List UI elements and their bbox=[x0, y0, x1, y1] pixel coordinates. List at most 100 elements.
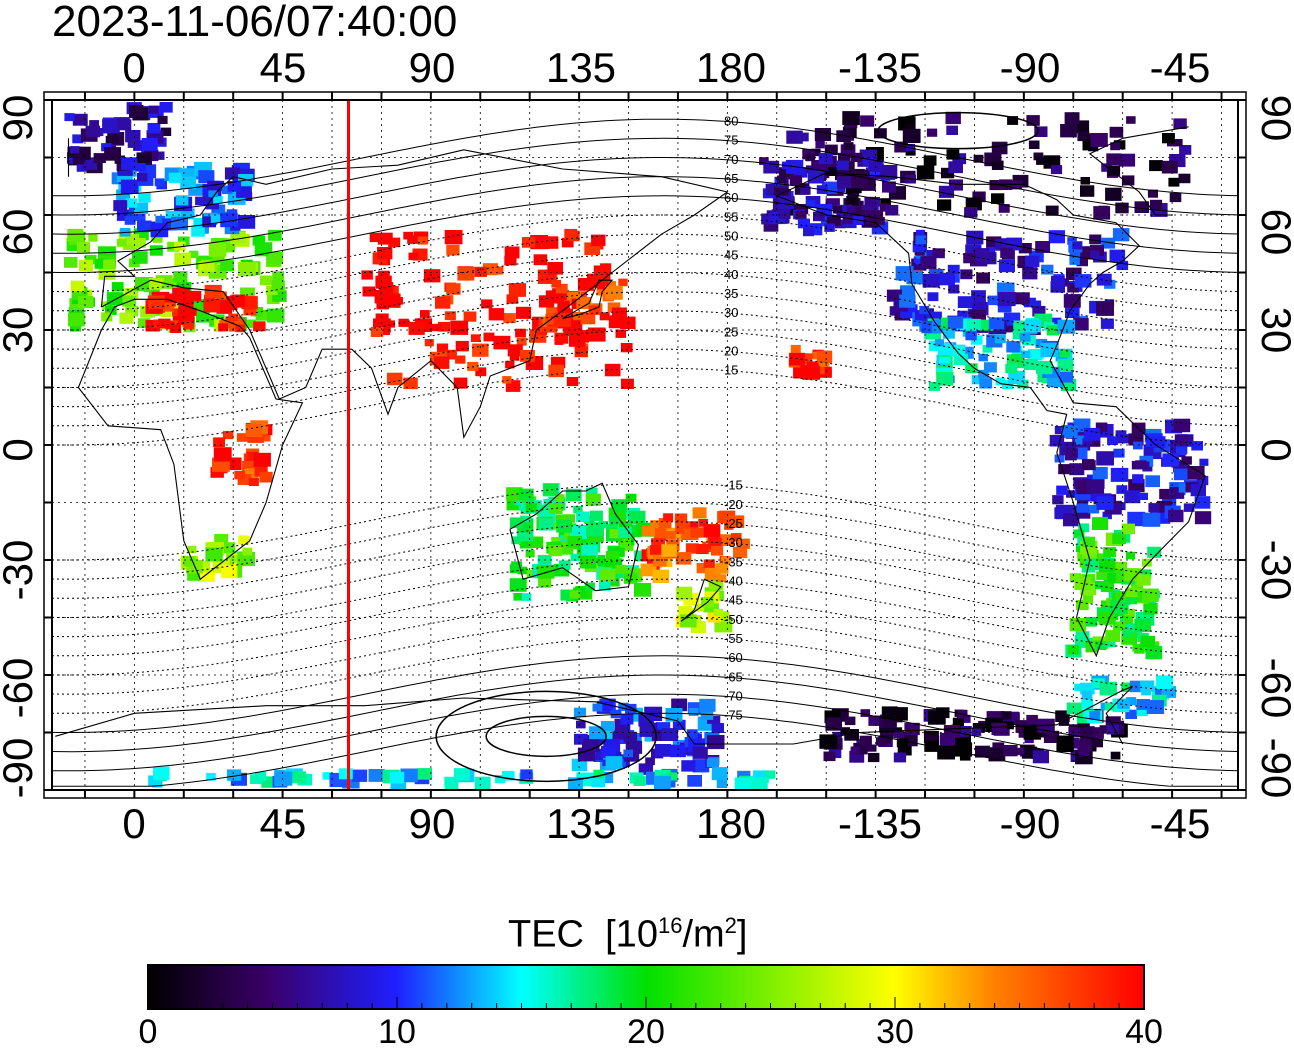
top-tick-0: 0 bbox=[122, 44, 146, 91]
tec-cell-australia bbox=[549, 503, 563, 514]
tec-cell-south-america-north bbox=[1092, 467, 1108, 480]
tec-cell-alaska bbox=[826, 214, 841, 227]
tec-cell-arctic-atlantic bbox=[72, 134, 84, 144]
tec-cell-canada-arctic bbox=[1033, 152, 1044, 161]
tec-cell-antarctica-west bbox=[991, 722, 1007, 736]
tec-cell-north-america bbox=[1050, 281, 1065, 293]
tec-cell-south-america-north bbox=[1178, 483, 1191, 493]
tec-cell-south-america-north bbox=[1150, 436, 1166, 448]
tec-cell-south-africa bbox=[183, 556, 196, 567]
tec-cell-australia bbox=[613, 570, 624, 579]
tec-cell-pacific-islands bbox=[685, 543, 699, 554]
tec-cell-antarctica-east bbox=[600, 721, 615, 732]
tec-cell-south-america-south bbox=[1076, 600, 1089, 611]
tec-cell-europe bbox=[238, 262, 256, 277]
tec-cell-europe bbox=[151, 233, 161, 242]
tec-cell-alaska bbox=[852, 216, 864, 225]
magnetic-contour bbox=[52, 157, 1238, 235]
frame-tick bbox=[44, 156, 52, 159]
tec-cell-antarctica-west bbox=[1056, 735, 1074, 750]
tec-cell-alaska bbox=[777, 175, 787, 184]
tec-cell-north-america bbox=[1051, 275, 1065, 287]
tec-cell-australia bbox=[506, 487, 523, 501]
colorbar-unit-mid: /m bbox=[682, 913, 725, 956]
tec-cell-antarctica-east bbox=[655, 722, 671, 734]
tec-cell-asia bbox=[481, 299, 493, 309]
tec-cell-japan bbox=[580, 312, 596, 325]
tec-cell-north-america bbox=[939, 272, 955, 286]
tec-cell-pacific-islands bbox=[731, 533, 742, 542]
contour-label: 30 bbox=[724, 305, 738, 320]
tec-cell-scandinavia bbox=[180, 208, 195, 220]
tec-cell-north-america bbox=[913, 256, 925, 265]
tec-cell-antarctica-west bbox=[988, 748, 1006, 762]
tec-cell-australia bbox=[560, 589, 575, 601]
tec-cell-canada-arctic bbox=[1168, 177, 1180, 187]
tec-cell-canada-arctic bbox=[1007, 116, 1019, 125]
tec-cell-asia bbox=[615, 329, 626, 338]
tec-cell-canada-arctic bbox=[998, 204, 1010, 213]
tec-cell-alaska bbox=[864, 196, 876, 206]
tec-cell-south-africa bbox=[220, 565, 238, 579]
tec-cell-south-america-south bbox=[1141, 558, 1152, 567]
tec-cell-pacific-islands bbox=[674, 513, 688, 524]
tec-cell-south-america-north bbox=[1132, 474, 1144, 484]
coastline bbox=[67, 126, 1189, 216]
tec-cell-scandinavia bbox=[175, 195, 189, 206]
tec-cell-south-america-north bbox=[1066, 448, 1078, 458]
tec-cell-alaska bbox=[774, 183, 789, 196]
tec-cell-north-america bbox=[1018, 243, 1032, 254]
tec-cell-north-america bbox=[916, 229, 926, 238]
tec-cell-south-america-north bbox=[1082, 459, 1095, 469]
tec-cell-hawaii bbox=[790, 344, 801, 353]
tec-cell-south-america-south bbox=[1125, 551, 1136, 560]
tec-cell-south-america-south bbox=[1115, 590, 1128, 601]
tec-cell-antarctica-east bbox=[571, 758, 588, 772]
tec-cell-antarctica-east bbox=[574, 733, 588, 745]
frame-tick bbox=[479, 790, 482, 798]
colorbar-tick-10: 10 bbox=[378, 1013, 416, 1051]
tec-cell-europe bbox=[69, 322, 82, 332]
tec-cell-north-america bbox=[1032, 305, 1046, 317]
tec-cell-north-america bbox=[998, 259, 1015, 273]
tec-cell-australia bbox=[521, 593, 532, 601]
tec-cell-hawaii bbox=[798, 353, 813, 365]
tec-cell-north-america-south bbox=[1011, 354, 1022, 363]
tec-cell-australia bbox=[606, 523, 618, 534]
tec-cell-scandinavia bbox=[195, 196, 206, 206]
tec-cell-south-america-south bbox=[1121, 523, 1135, 535]
tec-cell-south-america-south bbox=[1101, 581, 1115, 592]
tec-cell-pacific-islands bbox=[707, 537, 722, 549]
tec-cell-arctic-atlantic bbox=[153, 151, 165, 160]
tec-cell-new-zealand bbox=[690, 621, 706, 633]
tec-cell-australia bbox=[551, 536, 561, 545]
tec-cell-antarctica-west bbox=[1003, 745, 1018, 757]
tec-cell-south-pole-band bbox=[453, 768, 470, 781]
tec-cell-south-america-south bbox=[1098, 611, 1116, 625]
frame-tick bbox=[429, 790, 432, 798]
tec-cell-asia bbox=[548, 364, 564, 378]
tec-cell-antarctica-west bbox=[960, 714, 971, 723]
tec-cell-asia bbox=[370, 327, 384, 337]
tec-cell-antarctica-west bbox=[1032, 750, 1049, 764]
tec-cell-antarctica-west bbox=[1068, 727, 1082, 738]
tec-cell-north-america-south bbox=[966, 318, 981, 331]
tec-cell-africa-central bbox=[234, 470, 245, 480]
tec-cell-japan bbox=[605, 285, 623, 300]
tec-cell-south-america-south bbox=[1092, 517, 1109, 530]
tec-cell-europe-south bbox=[145, 319, 160, 332]
magnetic-contour bbox=[52, 137, 1238, 216]
tec-cell-asia bbox=[509, 352, 520, 361]
tec-cell-south-america-north bbox=[1174, 434, 1188, 445]
tec-cell-antarctica-east bbox=[625, 703, 637, 714]
tec-cell-south-pole-band bbox=[351, 769, 368, 782]
contour-label: -15 bbox=[724, 478, 743, 493]
tec-cell-canada-arctic bbox=[1065, 124, 1076, 133]
tec-cell-australia bbox=[628, 510, 646, 525]
map-plot-area: 80 75 70 65 60 55 50 45 40 35 30 25 20 15 -15 -20 -25 -30… bbox=[52, 100, 1238, 790]
tec-cell-north-america bbox=[1090, 250, 1100, 258]
tec-cell-antarctic-peninsula bbox=[1141, 687, 1151, 696]
tec-cell-antarctica-west bbox=[875, 737, 887, 746]
tec-cell-alaska bbox=[795, 204, 809, 215]
bottom-tick-7: -45 bbox=[1149, 800, 1211, 847]
